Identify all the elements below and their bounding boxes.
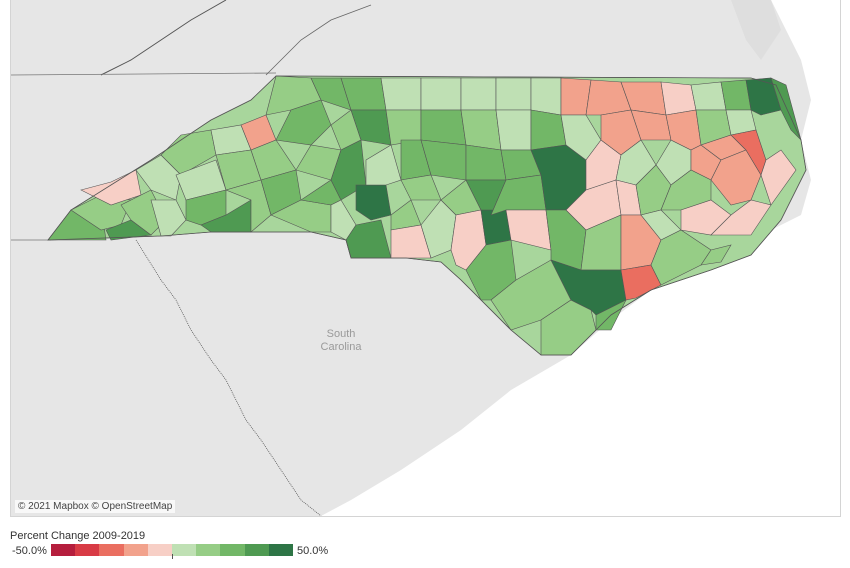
county[interactable] xyxy=(560,114,602,161)
county[interactable] xyxy=(770,77,802,142)
legend-swatch xyxy=(196,544,221,556)
county[interactable] xyxy=(80,169,142,206)
legend-max-label: 50.0% xyxy=(297,545,329,557)
county[interactable] xyxy=(480,209,512,246)
county[interactable] xyxy=(710,199,772,236)
ocean xyxy=(321,0,840,516)
county[interactable] xyxy=(660,81,697,116)
county[interactable] xyxy=(745,77,782,116)
legend-swatch xyxy=(220,544,245,556)
legend-zero-tick xyxy=(172,554,173,559)
county[interactable] xyxy=(225,179,272,233)
county[interactable] xyxy=(465,144,507,181)
county[interactable] xyxy=(700,244,732,266)
county[interactable] xyxy=(530,77,562,116)
county[interactable] xyxy=(150,199,187,237)
county[interactable] xyxy=(495,77,532,111)
state-label-south-carolina: South Carolina xyxy=(320,328,362,353)
legend-swatch xyxy=(75,544,100,556)
county[interactable] xyxy=(495,109,532,151)
legend-title: Percent Change 2009-2019 xyxy=(10,530,146,542)
county[interactable] xyxy=(760,149,797,206)
county[interactable] xyxy=(275,99,332,146)
legend-min-label: -50.0% xyxy=(12,545,47,557)
county[interactable] xyxy=(420,109,467,146)
basemap xyxy=(11,0,840,516)
legend-swatch xyxy=(99,544,124,556)
county[interactable] xyxy=(365,144,402,186)
county[interactable] xyxy=(390,224,432,259)
county[interactable] xyxy=(530,109,567,151)
county[interactable] xyxy=(460,77,497,111)
county[interactable] xyxy=(460,109,502,151)
north-carolina-counties xyxy=(47,75,807,356)
map-view[interactable]: South Carolina © 2021 Mapbox © OpenStree… xyxy=(10,0,841,517)
county[interactable] xyxy=(380,77,422,111)
county[interactable] xyxy=(690,81,727,111)
color-legend xyxy=(51,544,293,556)
county[interactable] xyxy=(730,129,767,176)
legend-swatch xyxy=(268,544,293,556)
map-attribution[interactable]: © 2021 Mapbox © OpenStreetMap xyxy=(15,500,176,513)
legend-swatch xyxy=(123,544,148,556)
county[interactable] xyxy=(420,77,462,111)
county[interactable] xyxy=(135,154,182,201)
legend-swatch xyxy=(51,544,76,556)
legend-swatch xyxy=(147,544,172,556)
legend-swatch xyxy=(171,544,197,556)
legend-swatch xyxy=(244,544,269,556)
